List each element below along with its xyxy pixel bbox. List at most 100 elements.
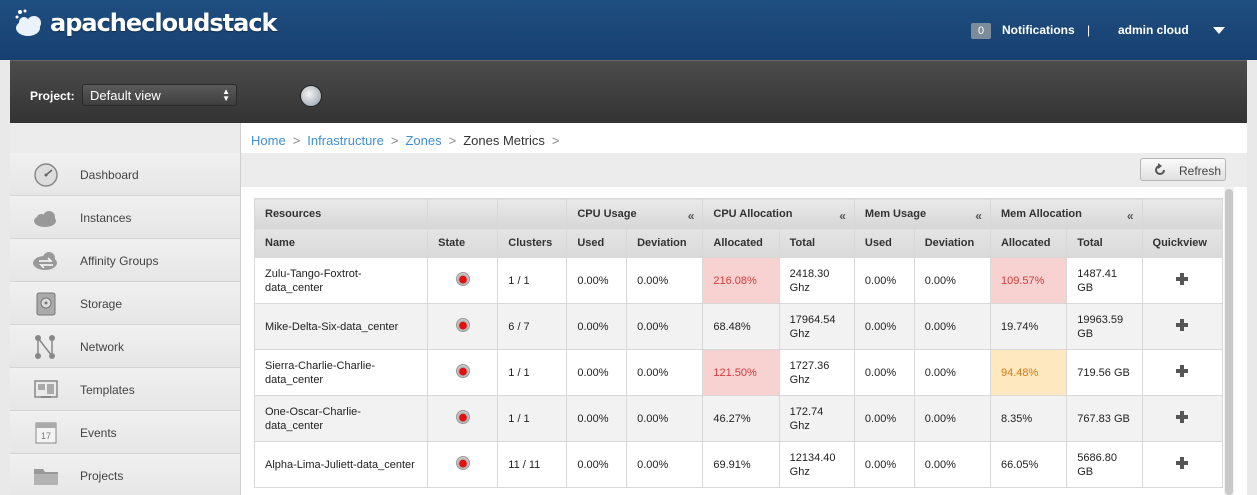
collapse-icon[interactable]: « (1126, 209, 1134, 223)
group-header-label: Mem Allocation (1000, 207, 1082, 220)
column-header-mem-deviation[interactable]: Deviation (913, 228, 991, 258)
state-red-icon (455, 271, 470, 286)
scrollbar[interactable] (1224, 187, 1234, 495)
breadcrumb-infrastructure[interactable]: Infrastructure (307, 133, 384, 148)
header-separator: | (1087, 23, 1091, 37)
column-header-cpu-total[interactable]: Total (778, 228, 855, 258)
quickview-plus-icon[interactable] (1176, 410, 1189, 423)
mem-total-cell: 719.56 GB (1066, 349, 1143, 396)
table-row[interactable]: Mike-Delta-Six-data_center 6 / 7 0.00% 0… (253, 303, 1224, 350)
group-header-cpu-allocation: CPU Allocation « (702, 198, 855, 229)
column-header-state[interactable]: State (427, 228, 499, 258)
notification-count-badge[interactable]: 0 (971, 23, 991, 39)
column-header-cpu-deviation[interactable]: Deviation (626, 228, 704, 258)
cpu-used-cell: 0.00% (566, 349, 628, 396)
state-cell (427, 349, 499, 396)
logo[interactable]: apachecloudstack (14, 8, 278, 38)
main-content: Home > Infrastructure > Zones > Zones Metrics >… (241, 123, 1247, 495)
column-header-quickview: Quickview (1141, 228, 1224, 258)
chevron-down-icon[interactable] (1213, 27, 1225, 34)
sidebar-item-label: Templates (80, 383, 135, 397)
dashboard-icon (34, 163, 58, 187)
notifications-link[interactable]: Notifications (1002, 23, 1075, 37)
column-header-cpu-allocated[interactable]: Allocated (702, 228, 780, 258)
quickview-plus-icon[interactable] (1176, 364, 1189, 377)
cpu-allocated-cell: 68.48% (702, 303, 780, 350)
sidebar-item-network[interactable]: Network (10, 325, 240, 368)
collapse-icon[interactable]: « (687, 209, 695, 223)
cpu-used-cell: 0.00% (566, 441, 628, 488)
cpu-deviation-cell: 0.00% (626, 395, 704, 442)
collapse-icon[interactable]: « (839, 209, 846, 223)
state-red-icon (455, 409, 470, 424)
sidebar-item-label: Dashboard (80, 168, 139, 182)
user-menu-label[interactable]: admin cloud (1118, 23, 1189, 37)
zone-name[interactable]: Sierra-Charlie-Charlie-data_center (253, 349, 429, 396)
quickview-plus-icon[interactable] (1176, 318, 1189, 331)
scrollbar-thumb[interactable] (1225, 189, 1233, 495)
sidebar-item-affinity-groups[interactable]: Affinity Groups (10, 239, 240, 282)
breadcrumb-home[interactable]: Home (251, 133, 286, 148)
refresh-label: Refresh (1179, 164, 1222, 178)
clusters-cell: 6 / 7 (497, 303, 568, 350)
mem-allocated-cell: 19.74% (989, 303, 1068, 350)
column-header-cpu-used[interactable]: Used (566, 228, 628, 258)
breadcrumb-separator: > (551, 133, 560, 148)
clusters-cell: 1 / 1 (497, 257, 568, 304)
quickview-cell (1141, 395, 1224, 442)
column-header-mem-allocated[interactable]: Allocated (989, 228, 1068, 258)
cpu-deviation-cell: 0.00% (626, 303, 704, 350)
table-row[interactable]: Alpha-Lima-Juliett-data_center 11 / 11 0… (253, 441, 1224, 488)
project-label: Project: (30, 89, 75, 103)
mem-total-cell: 19963.59 GB (1066, 303, 1143, 350)
zone-name[interactable]: Alpha-Lima-Juliett-data_center (253, 441, 429, 488)
sidebar-item-templates[interactable]: Templates (10, 368, 240, 411)
mem-used-cell: 0.00% (853, 441, 915, 488)
column-header-mem-total[interactable]: Total (1066, 228, 1143, 258)
globe-icon[interactable] (300, 85, 322, 107)
collapse-icon[interactable]: « (975, 209, 982, 223)
cpu-total-cell: 1727.36 Ghz (778, 349, 855, 396)
column-header-name[interactable]: Name (253, 228, 429, 258)
column-header-mem-used[interactable]: Used (853, 228, 915, 258)
zone-name[interactable]: Mike-Delta-Six-data_center (253, 303, 429, 350)
templates-icon (34, 380, 58, 398)
sidebar-item-instances[interactable]: Instances (10, 196, 240, 239)
refresh-button[interactable]: Refresh (1140, 158, 1226, 181)
breadcrumb-zones[interactable]: Zones (405, 133, 442, 148)
quickview-plus-icon[interactable] (1176, 456, 1189, 469)
sidebar-item-events[interactable]: 17 Events (10, 411, 240, 454)
quickview-cell (1141, 441, 1224, 488)
sidebar-item-storage[interactable]: Storage (10, 282, 240, 325)
logo-text: apachecloudstack (50, 9, 278, 37)
mem-allocated-cell: 94.48% (989, 349, 1068, 396)
clusters-cell: 1 / 1 (497, 395, 568, 442)
group-header-label: Mem Usage (864, 207, 927, 220)
table-row[interactable]: One-Oscar-Charlie-data_center 1 / 1 0.00… (253, 395, 1224, 442)
quickview-plus-icon[interactable] (1176, 272, 1189, 285)
cpu-used-cell: 0.00% (566, 257, 628, 304)
project-select[interactable]: Default view ▲ ▼ (82, 84, 237, 106)
cpu-total-cell: 12134.40 Ghz (778, 441, 855, 488)
mem-used-cell: 0.00% (853, 257, 915, 304)
cpu-allocated-cell: 216.08% (702, 257, 780, 304)
mem-deviation-cell: 0.00% (913, 349, 991, 396)
table-row[interactable]: Zulu-Tango-Foxtrot-data_center 1 / 1 0.0… (253, 257, 1224, 304)
zone-name[interactable]: Zulu-Tango-Foxtrot-data_center (253, 257, 429, 304)
state-cell (427, 441, 499, 488)
sidebar-item-label: Instances (80, 211, 132, 225)
zones-metrics-table: Resources CPU Usage « CPU Allocation « Mem… (253, 198, 1224, 488)
zone-name[interactable]: One-Oscar-Charlie-data_center (253, 395, 429, 442)
cpu-allocated-cell: 121.50% (702, 349, 780, 396)
table-row[interactable]: Sierra-Charlie-Charlie-data_center 1 / 1… (253, 349, 1224, 396)
project-bar: Project: Default view ▲ ▼ (10, 60, 1247, 123)
mem-deviation-cell: 0.00% (913, 395, 991, 442)
cpu-used-cell: 0.00% (566, 395, 628, 442)
mem-deviation-cell: 0.00% (913, 257, 991, 304)
sidebar-item-label: Network (80, 340, 125, 354)
group-header-label: CPU Usage (577, 207, 637, 220)
column-header-clusters[interactable]: Clusters (497, 228, 568, 258)
cpu-total-cell: 2418.30 Ghz (778, 257, 855, 304)
sidebar-item-projects[interactable]: Projects (10, 454, 240, 495)
sidebar-item-dashboard[interactable]: Dashboard (10, 153, 240, 196)
